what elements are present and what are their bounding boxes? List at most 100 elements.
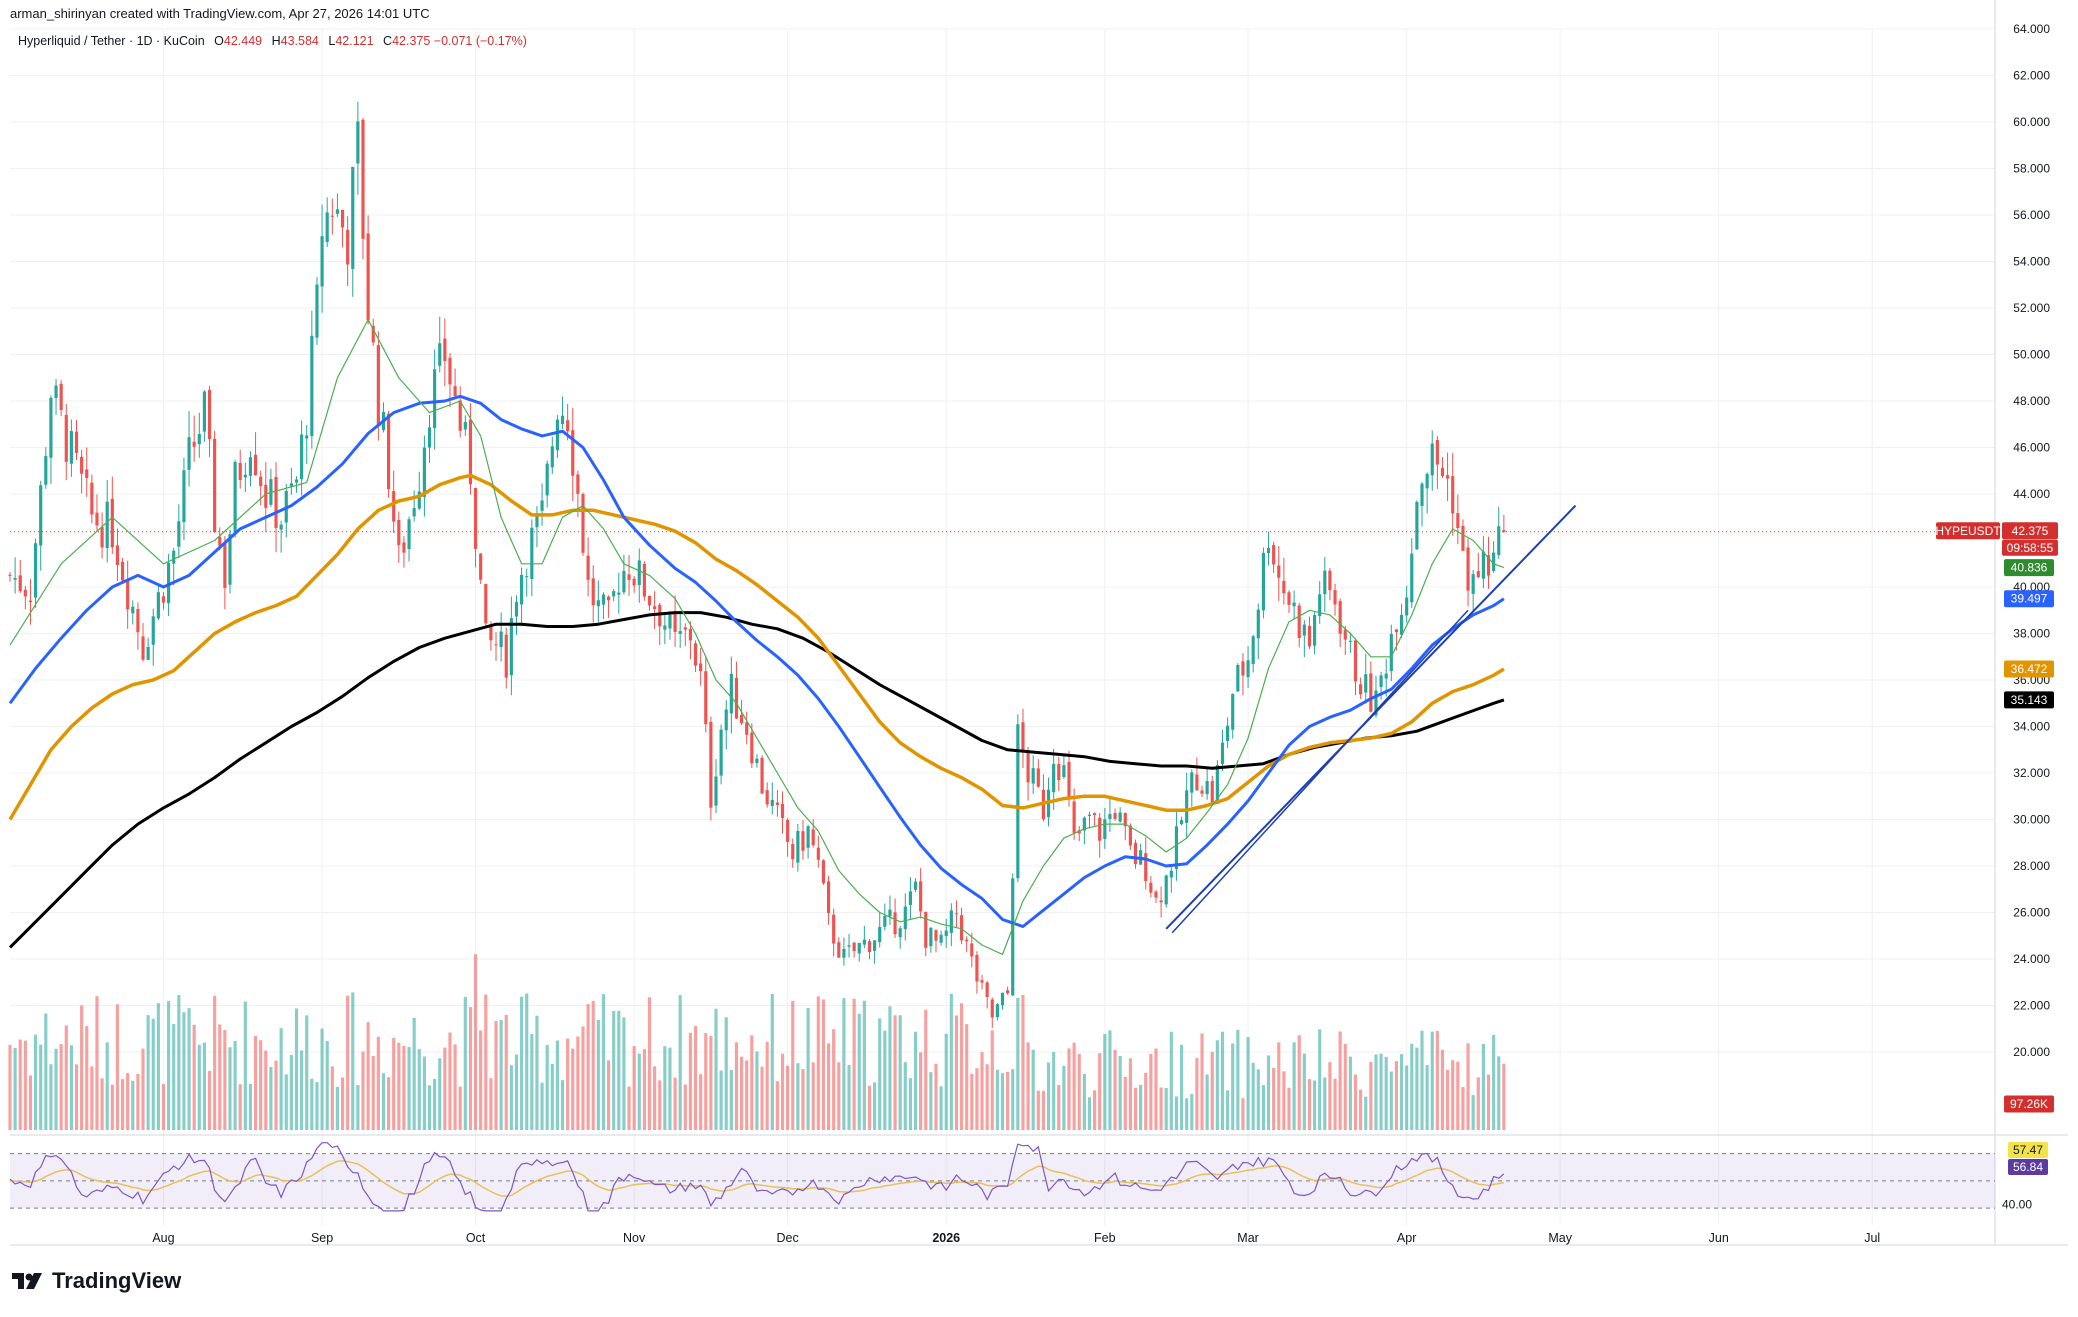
rsi-line — [9, 1142, 1505, 1212]
volume-bar — [1067, 1048, 1071, 1130]
volume-bar — [545, 1045, 549, 1130]
candle-body — [867, 941, 872, 953]
candles — [8, 101, 1506, 1028]
volume-bar — [1307, 1079, 1312, 1130]
time-tick-label: Sep — [311, 1231, 333, 1245]
candle-body — [412, 508, 416, 517]
volume-bar — [105, 1042, 109, 1130]
volume-bar — [110, 1084, 114, 1130]
volume-bar — [417, 1049, 421, 1130]
volume-bar — [586, 1004, 590, 1130]
volume-bar — [422, 1056, 426, 1130]
price-tick-label: 24.000 — [2013, 952, 2050, 966]
candle-body — [95, 512, 99, 526]
volume-bar — [484, 994, 488, 1130]
candle-body — [1113, 813, 1117, 819]
candle-body — [1190, 772, 1194, 793]
volume-bar — [668, 1047, 672, 1130]
volume-bar — [601, 994, 606, 1130]
volume-bars — [8, 954, 1506, 1130]
candle-body — [156, 592, 160, 619]
volume-bar — [1456, 1061, 1460, 1130]
candle-body — [376, 345, 380, 426]
legend-pair[interactable]: Hyperliquid / Tether · 1D · KuCoin — [18, 34, 205, 48]
candle-body — [90, 482, 94, 515]
volume-bar — [1000, 1073, 1005, 1130]
trendline[interactable] — [1165, 504, 1577, 934]
candle-body — [305, 435, 309, 439]
candle-body — [146, 646, 150, 660]
volume-bar — [238, 1084, 242, 1130]
candle-body — [647, 595, 652, 606]
candle-body — [1077, 830, 1081, 834]
volume-bar — [392, 1037, 396, 1130]
candle-body — [1456, 513, 1460, 528]
candle-body — [1302, 624, 1306, 636]
symbol-tag-bg — [1936, 522, 2000, 540]
time-axis[interactable]: Aug Sep Oct Nov Dec 2026 Feb Mar Apr May Jun Jul — [152, 1231, 1880, 1245]
candle-body — [1389, 633, 1393, 672]
volume-bar — [709, 1036, 713, 1130]
volume-bar — [1251, 1062, 1255, 1130]
candle-body — [1220, 742, 1225, 765]
volume-bar — [1374, 1054, 1378, 1130]
candle-body — [980, 980, 984, 983]
candle-body — [555, 419, 559, 451]
volume-bar — [929, 1072, 933, 1130]
volume-bar — [192, 1024, 196, 1130]
tradingview-brand[interactable]: TradingView — [12, 1268, 181, 1294]
volume-bar — [463, 996, 467, 1130]
volume-bar — [320, 1028, 324, 1130]
volume-bar — [182, 1012, 186, 1130]
candle-body — [893, 912, 897, 935]
volume-bar — [448, 1032, 452, 1130]
volume-bar — [146, 1015, 150, 1130]
candle-body — [1185, 790, 1189, 823]
candle-body — [637, 560, 641, 586]
volume-bar — [1497, 1056, 1501, 1130]
volume-bar — [1220, 1031, 1225, 1130]
volume-bar — [555, 1040, 559, 1130]
candle-body — [704, 671, 708, 725]
candle-body — [919, 881, 923, 912]
candle-body — [1410, 553, 1414, 603]
candle-body — [734, 677, 739, 719]
candle-body — [253, 454, 258, 476]
candle-body — [1333, 589, 1337, 605]
candle-body — [724, 709, 728, 731]
time-tick-label: Dec — [777, 1231, 799, 1245]
candle-body — [1144, 853, 1148, 882]
candle-body — [1087, 814, 1092, 817]
volume-bar — [1359, 1089, 1363, 1130]
candle-body — [970, 943, 974, 957]
volume-bar — [1328, 1062, 1332, 1130]
candle-body — [320, 236, 324, 287]
volume-bar — [627, 1086, 631, 1130]
candle-body — [59, 383, 63, 411]
volume-bar — [826, 1043, 831, 1130]
volume-bar — [23, 1040, 27, 1130]
volume-bar — [1057, 1085, 1061, 1130]
volume-bar — [289, 1055, 293, 1130]
candle-body — [427, 427, 432, 448]
volume-bar — [1282, 1071, 1286, 1130]
candle-body — [545, 463, 549, 496]
candle-body — [484, 584, 488, 624]
candle-body — [438, 343, 442, 366]
candle-body — [985, 982, 989, 998]
candle-body — [1425, 473, 1429, 489]
candle-body — [688, 628, 693, 641]
candle-body — [581, 494, 585, 553]
candle-body — [468, 419, 473, 485]
volume-tag: 97.26K — [2010, 1097, 2048, 1111]
volume-bar — [622, 1017, 626, 1130]
candle-body — [1266, 547, 1271, 554]
candle-body — [1348, 640, 1352, 642]
volume-bar — [1415, 1047, 1419, 1130]
candle-body — [1251, 636, 1255, 665]
volume-bar — [1108, 1030, 1112, 1130]
candle-body — [1062, 765, 1066, 777]
volume-bar — [1394, 1061, 1399, 1130]
volume-bar — [310, 1078, 314, 1130]
